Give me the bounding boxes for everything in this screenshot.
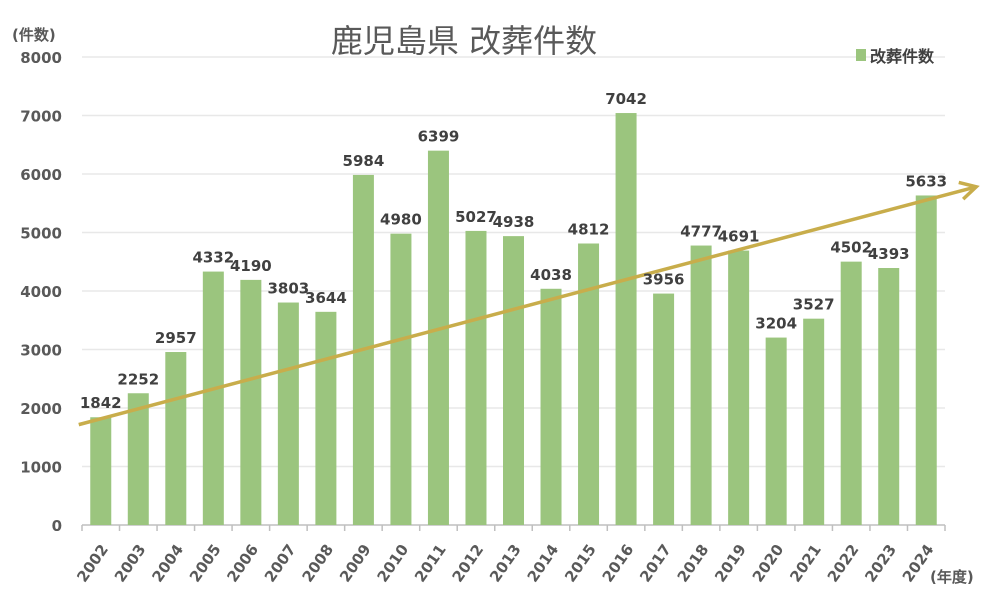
y-tick-label: 3000	[20, 342, 62, 360]
x-tick-label: 2003	[111, 541, 150, 586]
data-label: 4938	[493, 213, 535, 231]
bar-2019	[728, 250, 750, 525]
legend-swatch	[856, 49, 866, 61]
x-tick-label: 2011	[411, 541, 450, 586]
bar-2004	[165, 352, 187, 525]
x-tick-label: 2013	[486, 541, 525, 586]
bar-2002	[90, 417, 112, 525]
x-tick-label: 2004	[148, 541, 187, 586]
bar-2018	[690, 245, 712, 525]
bar-2008	[315, 311, 337, 525]
data-label: 4393	[868, 245, 910, 263]
y-tick-label: 5000	[20, 225, 62, 243]
y-tick-label: 2000	[20, 400, 62, 418]
bar-2015	[578, 243, 600, 526]
data-label: 4980	[380, 211, 422, 229]
data-label: 3956	[643, 271, 685, 289]
bar-2006	[240, 279, 262, 525]
bar-2017	[653, 293, 675, 525]
bar-2012	[465, 230, 487, 525]
x-tick-label: 2007	[261, 541, 300, 586]
data-label: 3644	[305, 289, 347, 307]
data-label: 2252	[117, 370, 159, 388]
data-label: 4332	[192, 249, 234, 267]
x-tick-label: 2017	[636, 541, 675, 586]
bar-2020	[765, 337, 787, 525]
chart-title: 鹿児島県 改葬件数	[331, 22, 597, 60]
y-tick-label: 6000	[20, 166, 62, 184]
data-label: 5633	[905, 172, 947, 190]
y-axis-ticks: 0 1000 2000 3000 4000 5000 6000 7000 8000	[20, 49, 62, 535]
x-tick-label: 2020	[749, 541, 788, 586]
data-label: 4502	[830, 239, 872, 257]
x-tick-label: 2018	[674, 541, 713, 586]
x-tick-label: 2023	[861, 541, 900, 586]
x-tick-label: 2009	[336, 541, 375, 586]
x-axis-label: (年度)	[930, 568, 974, 586]
data-label: 4190	[230, 257, 272, 275]
data-label: 1842	[80, 394, 122, 412]
bar-2016	[615, 113, 637, 525]
y-tick-label: 0	[52, 517, 62, 535]
y-tick-label: 8000	[20, 49, 62, 67]
data-label: 3204	[755, 315, 797, 333]
data-label: 4691	[718, 228, 760, 246]
bar-2011	[427, 150, 449, 525]
x-axis-ticks: 2002200320042005200620072008200920102011…	[73, 541, 937, 586]
trend-arrow	[78, 180, 980, 427]
bar-2010	[390, 233, 412, 526]
bar-2003	[127, 393, 149, 525]
bar-2013	[503, 236, 524, 525]
data-label: 3803	[267, 280, 309, 298]
x-tick-label: 2010	[374, 541, 413, 586]
y-axis-label: (件数)	[12, 26, 56, 44]
x-tick-label: 2008	[298, 541, 337, 586]
data-label: 6399	[418, 128, 460, 146]
arrowhead-icon	[958, 180, 980, 201]
data-label: 4777	[680, 223, 722, 241]
bar-2022	[840, 261, 862, 525]
y-tick-label: 7000	[20, 108, 62, 126]
data-label: 5027	[455, 208, 497, 226]
bar-2014	[540, 288, 562, 525]
data-label: 7042	[605, 90, 647, 108]
x-tick-label: 2021	[786, 541, 825, 586]
x-tick-label: 2012	[449, 541, 488, 586]
trend-line	[78, 185, 977, 427]
bar-2024	[915, 195, 937, 526]
data-label: 5984	[343, 152, 385, 170]
x-tick-label: 2022	[824, 541, 863, 586]
data-label: 4038	[530, 266, 572, 284]
x-tick-label: 2015	[561, 541, 600, 586]
data-label: 4812	[568, 220, 610, 238]
x-tick-label: 2006	[223, 541, 262, 586]
x-tick-label: 2016	[599, 541, 638, 586]
bar-2021	[803, 318, 825, 525]
legend-label: 改葬件数	[870, 47, 935, 66]
x-tick-label: 2019	[711, 541, 750, 586]
y-tick-label: 1000	[20, 459, 62, 477]
x-tick-label: 2005	[186, 541, 225, 586]
bar-2005	[202, 271, 224, 525]
bar-2023	[878, 268, 900, 525]
bars	[90, 113, 937, 526]
x-tick-label: 2002	[73, 541, 112, 586]
bar-2007	[277, 302, 299, 525]
data-label: 2957	[155, 329, 197, 347]
data-label: 3527	[793, 296, 835, 314]
x-tick-label: 2014	[524, 541, 563, 586]
y-tick-label: 4000	[20, 283, 62, 301]
